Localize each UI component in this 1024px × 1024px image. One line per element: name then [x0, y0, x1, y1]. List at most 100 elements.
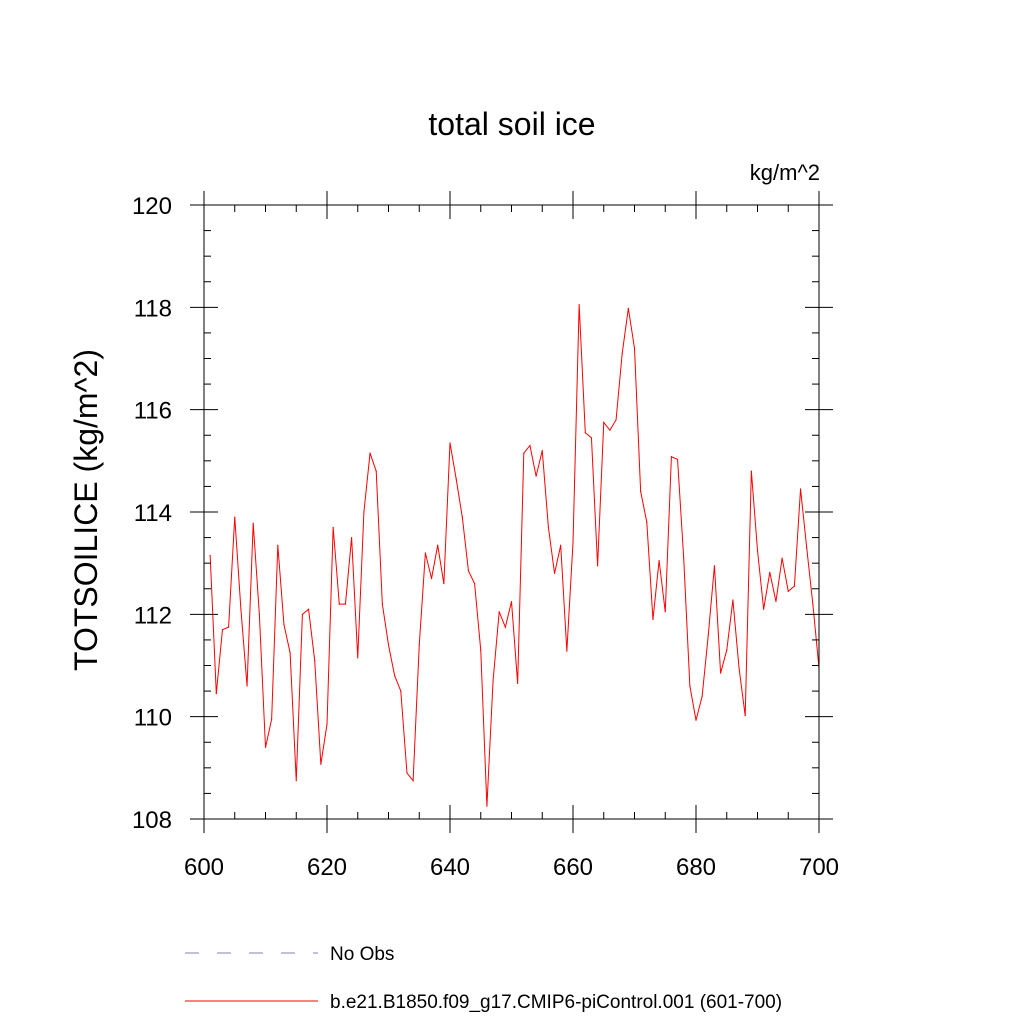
data-point — [732, 599, 734, 601]
data-point — [400, 690, 402, 692]
data-point — [418, 644, 420, 646]
y-tick-label: 114 — [134, 500, 172, 527]
data-point — [351, 536, 353, 539]
data-point — [609, 429, 611, 431]
data-point — [806, 547, 808, 549]
data-point — [240, 608, 242, 610]
data-point — [369, 452, 371, 454]
data-point — [387, 644, 390, 646]
data-point — [720, 672, 722, 674]
data-point — [449, 442, 451, 444]
data-point — [209, 554, 211, 557]
data-point — [363, 511, 365, 513]
data-point — [258, 613, 260, 615]
data-point — [215, 693, 217, 695]
x-tick-label: 600 — [184, 854, 224, 881]
data-point — [799, 488, 802, 490]
data-point — [314, 659, 316, 661]
data-point — [474, 583, 476, 585]
y-tick-label: 110 — [134, 705, 172, 732]
data-point — [590, 437, 593, 439]
data-point — [277, 544, 279, 546]
data-point — [763, 608, 765, 610]
x-tick-label: 680 — [676, 854, 716, 881]
data-point — [603, 421, 605, 424]
data-point — [443, 583, 445, 585]
data-point — [597, 565, 599, 567]
data-point — [510, 600, 513, 603]
data-point — [707, 634, 709, 636]
data-point — [283, 623, 285, 626]
data-point — [676, 458, 679, 460]
data-point — [683, 557, 685, 559]
data-point — [535, 475, 537, 477]
data-point — [295, 780, 297, 782]
data-point — [320, 763, 322, 765]
data-point — [338, 603, 340, 605]
data-point — [517, 682, 519, 685]
x-tick-label: 700 — [799, 854, 839, 881]
data-point — [566, 650, 568, 652]
data-point — [572, 542, 574, 544]
data-point — [584, 432, 586, 434]
data-point — [701, 695, 703, 697]
data-point — [246, 685, 248, 687]
data-point — [547, 526, 550, 528]
data-point — [664, 611, 666, 613]
data-point — [787, 590, 789, 592]
legend-label-no-obs: No Obs — [330, 944, 394, 965]
data-point — [375, 470, 377, 472]
series-line — [209, 304, 820, 807]
data-point — [307, 608, 310, 610]
data-point — [615, 419, 617, 421]
data-point — [781, 557, 783, 559]
data-point — [756, 549, 759, 551]
data-point — [344, 603, 347, 605]
data-point — [467, 570, 470, 572]
data-point — [627, 307, 629, 309]
data-point — [621, 352, 623, 354]
x-tick-label: 620 — [307, 854, 347, 881]
data-point — [271, 718, 273, 720]
data-point — [695, 719, 697, 721]
data-point — [541, 450, 543, 452]
series-1 — [209, 304, 820, 807]
data-point — [326, 723, 328, 725]
y-tick-label: 118 — [134, 295, 172, 322]
data-point — [381, 603, 383, 605]
data-point — [234, 516, 236, 518]
data-point — [658, 560, 660, 562]
y-tick-label: 112 — [134, 602, 172, 629]
data-point — [486, 805, 488, 807]
data-point — [504, 626, 506, 628]
data-point — [221, 629, 224, 631]
data-point — [750, 470, 752, 472]
data-point — [264, 746, 267, 748]
data-point — [332, 526, 334, 528]
data-point — [228, 626, 230, 628]
data-point — [560, 544, 562, 546]
x-tick-label: 660 — [553, 854, 593, 881]
legend-label-model-run: b.e21.B1850.f09_g17.CMIP6-piControl.001 … — [330, 992, 782, 1013]
data-point — [633, 347, 636, 349]
data-point — [424, 552, 426, 554]
data-point — [252, 522, 254, 524]
data-point — [492, 680, 494, 682]
data-point — [670, 456, 673, 458]
data-point — [412, 780, 414, 782]
data-point — [430, 577, 433, 580]
data-point — [523, 452, 525, 454]
data-point — [498, 611, 500, 613]
data-point — [738, 667, 740, 669]
x-tick-label: 640 — [430, 854, 470, 881]
legend: No Obs b.e21.B1850.f09_g17.CMIP6-piContr… — [185, 944, 782, 1013]
data-point — [553, 572, 556, 575]
data-point — [713, 565, 716, 567]
y-axis: 108 110 112 114 116 118 120 — [132, 193, 833, 834]
units-label: kg/m^2 — [750, 160, 820, 185]
data-point — [652, 618, 654, 621]
y-axis-label: TOTSOILICE (kg/m^2) — [68, 349, 104, 671]
data-point — [301, 613, 303, 615]
data-point — [689, 685, 691, 687]
